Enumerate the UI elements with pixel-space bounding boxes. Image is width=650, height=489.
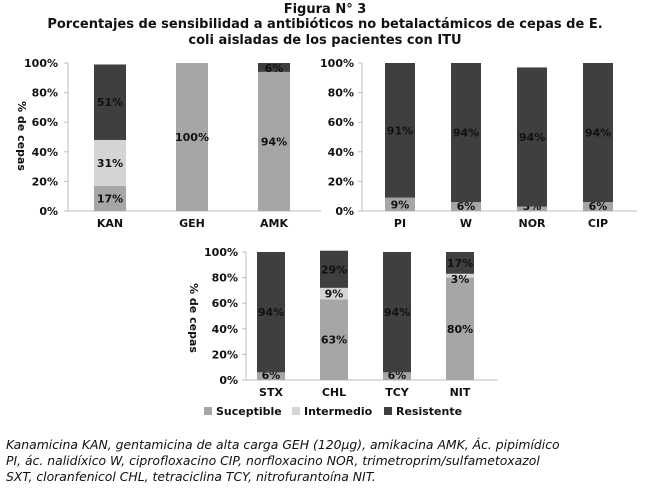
figure-title-line-1: Porcentajes de sensibilidad a antibiótic…	[47, 17, 603, 32]
legend-swatch-intermedio	[292, 407, 300, 415]
chart-stx-chl-tcy-nit: 0%20%40%60%80%100%% de cepas6%94%STX63%9…	[187, 246, 498, 399]
data-label: 6%	[457, 200, 476, 213]
caption-line-2: PI, ác. nalidíxico W, ciprofloxacino CIP…	[6, 453, 540, 468]
y-tick-label: 40%	[212, 323, 238, 336]
y-tick-label: 0%	[39, 205, 58, 218]
y-tick-label: 40%	[32, 146, 58, 159]
x-category-label: NIT	[450, 386, 471, 399]
bar-segment-resistente	[320, 250, 348, 288]
x-category-label: W	[460, 217, 472, 230]
figure-title-line-2: coli aisladas de los pacientes con ITU	[188, 33, 462, 48]
data-label: 6%	[265, 62, 284, 75]
bar-segment-resistente	[451, 63, 481, 203]
bar-segment-resistente	[517, 67, 547, 207]
bar-segment-intermedio	[320, 287, 348, 300]
y-tick-label: 0%	[335, 205, 354, 218]
x-category-label: PI	[394, 217, 406, 230]
bar-segment-suceptible	[383, 372, 411, 380]
data-label: 3%	[451, 273, 470, 286]
legend-label-resistente: Resistente	[396, 405, 462, 418]
y-tick-label: 0%	[219, 374, 238, 387]
y-tick-label: 20%	[328, 175, 354, 188]
y-tick-label: 60%	[328, 116, 354, 129]
bar-segment-suceptible	[451, 202, 481, 211]
bar-segment-suceptible	[583, 202, 613, 211]
data-label: 31%	[97, 157, 123, 170]
data-label: 94%	[519, 131, 545, 144]
bar-segment-resistente	[257, 252, 285, 373]
y-tick-label: 80%	[328, 87, 354, 100]
figure-label: Figura N° 3	[283, 2, 367, 17]
bar-segment-resistente	[446, 252, 474, 274]
x-category-label: NOR	[518, 217, 546, 230]
data-label: 17%	[447, 257, 473, 270]
bar-segment-intermedio	[446, 273, 474, 278]
caption-line-3: SXT, cloranfenicol CHL, tetraciclina TCY…	[6, 469, 376, 484]
legend-label-intermedio: Intermedio	[304, 405, 373, 418]
y-tick-label: 100%	[320, 57, 354, 70]
data-label: 100%	[175, 131, 209, 144]
legend-label-suceptible: Suceptible	[216, 405, 282, 418]
y-tick-label: 100%	[24, 57, 58, 70]
bar-segment-suceptible	[257, 372, 285, 380]
y-tick-label: 100%	[204, 246, 238, 259]
y-tick-label: 80%	[212, 272, 238, 285]
bar-segment-suceptible	[446, 277, 474, 380]
caption-line-1: Kanamicina KAN, gentamicina de alta carg…	[6, 437, 560, 452]
x-category-label: KAN	[97, 217, 123, 230]
bar-segment-suceptible	[258, 71, 290, 211]
chart-kan-geh-amk: 0% 20% 40% 60% 80% 100% % de cepas 17% 31% 51% KAN…	[15, 57, 321, 230]
bar-segment-suceptible	[94, 185, 126, 211]
x-category-label: GEH	[179, 217, 205, 230]
data-label: 17%	[97, 192, 123, 205]
data-label: 91%	[387, 124, 413, 137]
bar-segment-suceptible	[176, 63, 208, 211]
x-category-label: STX	[259, 386, 283, 399]
chart-pi-w-nor-cip: 0%20%40%60%80%100%9%91%PI6%94%W3%94%NOR6…	[320, 57, 637, 230]
data-label: 94%	[261, 135, 287, 148]
data-label: 94%	[453, 127, 479, 140]
y-tick-label: 60%	[32, 116, 58, 129]
legend-swatch-resistente	[384, 407, 392, 415]
bar-segment-suceptible	[320, 299, 348, 380]
y-tick-label: 20%	[32, 175, 58, 188]
data-label: 51%	[97, 96, 123, 109]
legend-swatch-suceptible	[204, 407, 212, 415]
x-category-label: CHL	[322, 386, 346, 399]
bar-segment-intermedio	[94, 139, 126, 186]
data-label: 94%	[384, 306, 410, 319]
y-axis-label: % de cepas	[187, 283, 200, 353]
y-tick-label: 20%	[212, 348, 238, 361]
data-label: 94%	[585, 127, 611, 140]
data-label: 63%	[321, 334, 347, 347]
x-category-label: TCY	[385, 386, 410, 399]
bar-segment-resistente	[383, 252, 411, 373]
y-tick-label: 40%	[328, 146, 354, 159]
x-category-label: CIP	[588, 217, 608, 230]
y-tick-label: 60%	[212, 297, 238, 310]
bar-segment-suceptible	[517, 206, 547, 211]
bar-segment-resistente	[94, 64, 126, 140]
x-category-label: AMK	[260, 217, 288, 230]
y-tick-label: 80%	[32, 87, 58, 100]
data-label: 6%	[589, 200, 608, 213]
data-label: 9%	[391, 198, 410, 211]
bar-segment-resistente	[583, 63, 613, 203]
data-label: 80%	[447, 323, 473, 336]
bar-segment-resistente	[258, 63, 290, 72]
legend: Suceptible Intermedio Resistente	[204, 405, 462, 418]
data-label: 94%	[258, 306, 284, 319]
data-label: 9%	[325, 288, 344, 301]
bar-segment-resistente	[385, 63, 415, 198]
y-axis-label: % de cepas	[15, 101, 28, 171]
data-label: 29%	[321, 263, 347, 276]
bar-segment-suceptible	[385, 197, 415, 211]
